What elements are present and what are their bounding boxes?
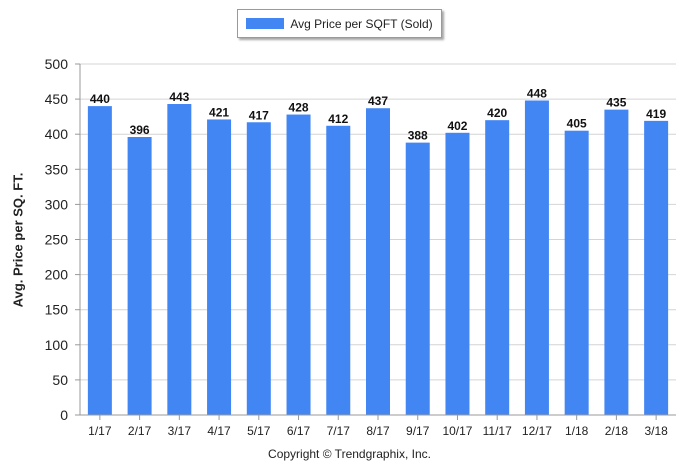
bar — [366, 108, 390, 415]
x-tick-label: 4/17 — [207, 424, 231, 438]
data-label: 443 — [169, 90, 189, 104]
bar — [326, 125, 351, 415]
bar — [524, 100, 549, 415]
data-label: 405 — [567, 117, 587, 131]
y-tick-label: 50 — [52, 372, 68, 388]
x-tick-label: 12/17 — [522, 424, 552, 438]
data-label: 435 — [606, 96, 626, 110]
y-tick-label: 100 — [45, 337, 69, 353]
data-label: 420 — [487, 106, 507, 120]
y-tick-label: 250 — [45, 232, 69, 248]
copyright-footer: Copyright © Trendgraphix, Inc. — [268, 447, 431, 461]
x-tick-label: 1/17 — [88, 424, 112, 438]
y-tick-label: 150 — [45, 302, 69, 318]
x-tick-label: 3/17 — [168, 424, 192, 438]
data-label: 419 — [646, 107, 666, 121]
y-tick-label: 200 — [45, 267, 69, 283]
y-tick-label: 450 — [45, 91, 69, 107]
data-label: 402 — [447, 119, 467, 133]
x-tick-label: 7/17 — [327, 424, 351, 438]
data-label: 437 — [368, 94, 388, 108]
y-tick-label: 500 — [45, 56, 69, 72]
bar — [87, 106, 112, 416]
x-tick-label: 2/17 — [128, 424, 152, 438]
legend-swatch — [246, 18, 285, 29]
bars — [87, 100, 669, 416]
x-tick-label: 3/18 — [644, 424, 668, 438]
bar — [445, 132, 470, 415]
y-axis-label: Avg. Price per SQ. FT. — [10, 172, 26, 308]
bar — [246, 122, 271, 416]
data-label: 448 — [527, 87, 547, 101]
x-tick-label: 2/18 — [605, 424, 629, 438]
bar — [405, 142, 430, 415]
x-tick-label: 8/17 — [366, 424, 390, 438]
bar — [485, 120, 510, 415]
y-tick-label: 400 — [45, 126, 69, 142]
x-tick-label: 5/17 — [247, 424, 271, 438]
bar — [167, 104, 192, 415]
x-tick-label: 6/17 — [287, 424, 311, 438]
x-tick-label: 11/17 — [483, 424, 512, 438]
axes — [75, 63, 676, 420]
y-tick-label: 0 — [60, 407, 68, 423]
data-label: 428 — [289, 101, 309, 115]
legend: Avg Price per SQFT (Sold) — [237, 9, 442, 38]
bar — [644, 120, 669, 415]
data-label: 421 — [209, 105, 229, 119]
bar — [604, 109, 629, 415]
y-tick-label: 350 — [45, 161, 69, 177]
data-label: 417 — [249, 108, 269, 122]
x-tick-label: 10/17 — [442, 424, 472, 438]
bar — [564, 130, 589, 415]
y-tick-label: 300 — [45, 196, 69, 212]
data-label: 440 — [90, 92, 110, 106]
bar — [286, 114, 311, 415]
data-label: 396 — [130, 123, 150, 137]
bar — [127, 137, 152, 415]
bar — [207, 119, 232, 415]
data-label: 412 — [328, 112, 348, 126]
x-tick-label: 1/18 — [565, 424, 589, 438]
labels: 0 50 100 150 200 250 300 350 400 450 500 440 1/17 396… — [45, 56, 668, 438]
x-tick-label: 9/17 — [406, 424, 430, 438]
data-label: 388 — [408, 129, 428, 143]
legend-label: Avg Price per SQFT (Sold) — [290, 16, 433, 31]
